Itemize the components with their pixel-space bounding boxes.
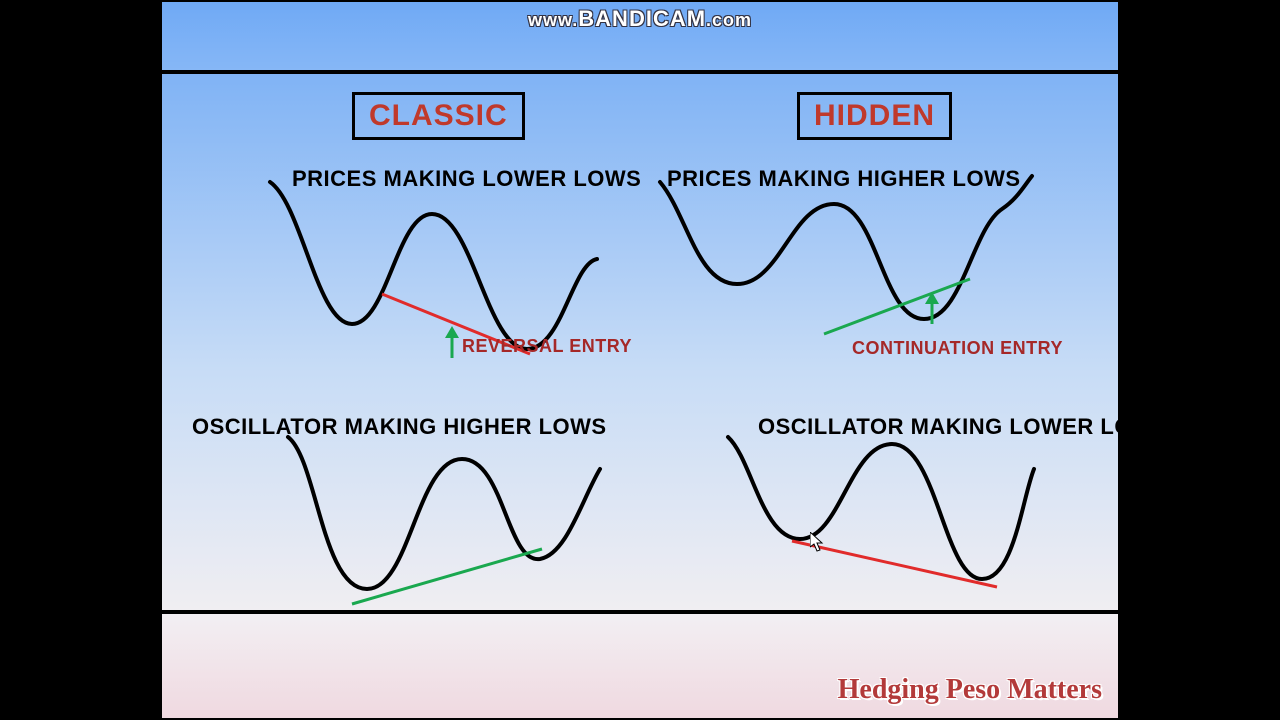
hidden-osc-curve — [722, 429, 1002, 609]
classic-osc-curve — [282, 429, 562, 609]
classic-osc-trendline — [352, 549, 542, 604]
hidden-osc-path — [728, 437, 1034, 579]
hidden-title-box: HIDDEN — [797, 92, 952, 140]
bottom-band: Hedging Peso Matters — [160, 612, 1120, 720]
classic-price-path — [270, 182, 597, 349]
hidden-price-path — [660, 176, 1032, 319]
classic-osc-path — [288, 437, 600, 589]
classic-price-curve — [262, 174, 562, 354]
classic-entry-text: REVERSAL ENTRY — [462, 336, 632, 357]
bandicam-watermark: www.BANDICAM.com — [162, 6, 1118, 32]
watermark-prefix: www. — [528, 10, 578, 30]
top-band: www.BANDICAM.com — [160, 0, 1120, 72]
video-stage: www.BANDICAM.com CLASSIC PRICES MAKING L… — [160, 0, 1120, 720]
hidden-price-curve — [652, 174, 1042, 354]
cursor-icon — [810, 532, 826, 552]
diagram-panel: CLASSIC PRICES MAKING LOWER LOWS REVERSA… — [160, 72, 1120, 612]
channel-credit: Hedging Peso Matters — [838, 674, 1102, 706]
hidden-entry-text: CONTINUATION ENTRY — [852, 338, 1063, 359]
classic-title-box: CLASSIC — [352, 92, 525, 140]
hidden-entry-arrow — [922, 292, 942, 326]
watermark-brand: BANDICAM — [578, 6, 706, 31]
watermark-suffix: .com — [706, 10, 752, 30]
classic-entry-arrow — [442, 326, 462, 360]
